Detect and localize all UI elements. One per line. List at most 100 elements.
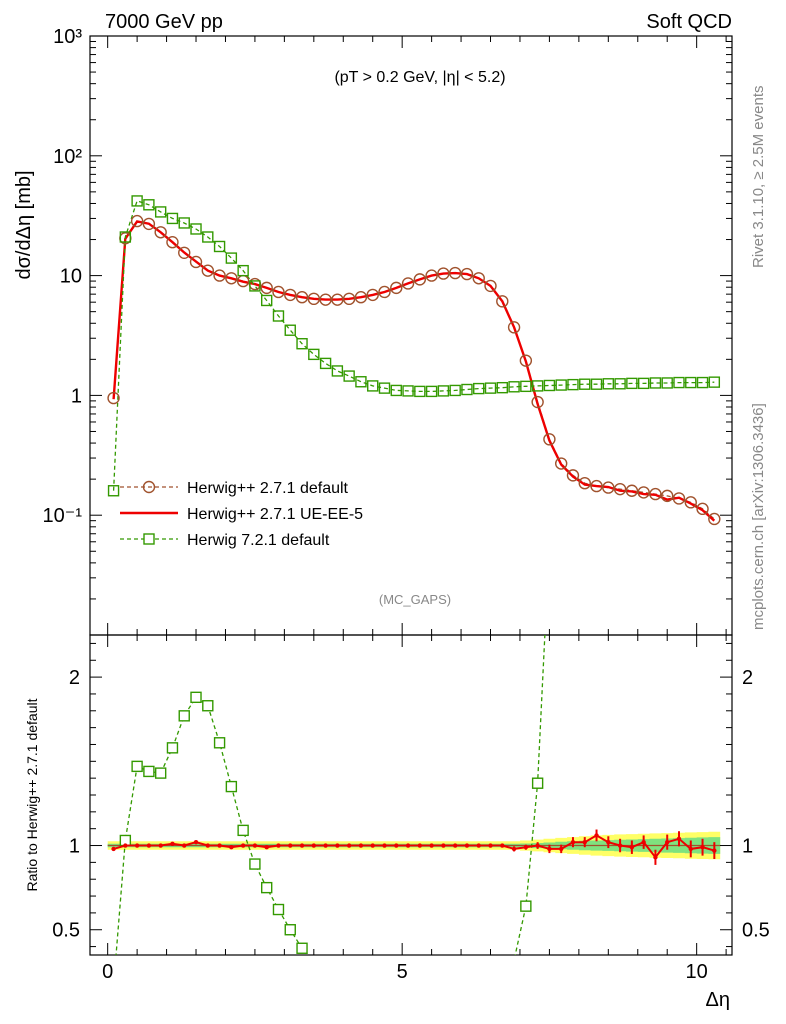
ratio-point-herwig7	[284, 924, 296, 936]
point-herwig-default	[342, 292, 356, 306]
point-herwig-default	[578, 476, 591, 490]
analysis-tag: (MC_GAPS)	[379, 592, 451, 607]
legend-marker-herwig-default	[142, 480, 156, 494]
ratio-point-herwig-ueee5	[429, 843, 434, 848]
ratio-point-herwig-ueee5	[606, 839, 611, 845]
point-herwig7	[437, 385, 450, 397]
cut-label: (pT > 0.2 GeV, |η| < 5.2)	[334, 69, 505, 86]
point-herwig7	[661, 377, 673, 389]
header-right: Soft QCD	[646, 11, 732, 33]
ratio-point-herwig-ueee5	[394, 843, 399, 848]
ratio-point-herwig-ueee5	[182, 843, 187, 848]
legend-label-herwig-ueee5: Herwig++ 2.7.1 UE-EE-5	[187, 506, 363, 523]
point-herwig7	[508, 381, 520, 393]
point-herwig7	[637, 377, 650, 390]
ratio-plot-frame	[89, 634, 733, 956]
point-herwig-default	[437, 267, 450, 280]
mcplots-label: mcplots.cern.ch [arXiv:1306.3436]	[750, 403, 767, 630]
point-herwig7	[272, 310, 285, 322]
ratio-point-herwig-ueee5	[712, 848, 717, 853]
point-herwig-default	[696, 502, 709, 516]
ratio-point-herwig7	[166, 742, 179, 754]
point-herwig7	[520, 380, 532, 393]
ratio-point-herwig7	[213, 737, 226, 749]
ratio-point-herwig-ueee5	[335, 843, 340, 848]
point-herwig7	[260, 294, 273, 307]
ratio-point-herwig7	[272, 903, 285, 916]
header-left: 7000 GeV pp	[105, 11, 223, 33]
point-herwig7	[331, 365, 344, 377]
point-herwig-default	[519, 354, 533, 367]
x-tick-label: 10	[686, 961, 708, 983]
point-herwig7	[390, 384, 402, 397]
ratio-point-herwig-ueee5	[641, 839, 646, 845]
main-ylabel: dσ/dΔη [mb]	[13, 170, 35, 279]
point-herwig7	[708, 376, 721, 388]
legend: Herwig++ 2.7.1 default Herwig++ 2.7.1 UE…	[120, 480, 363, 549]
point-herwig7	[402, 385, 414, 397]
point-herwig7	[378, 382, 391, 394]
ratio-point-herwig-ueee5	[405, 843, 411, 848]
point-herwig-default	[554, 457, 568, 470]
ratio-point-herwig-ueee5	[370, 843, 375, 848]
y-tick-label: 10³	[53, 26, 82, 48]
point-herwig7	[685, 376, 697, 389]
point-herwig-default	[625, 484, 639, 497]
ratio-point-herwig-ueee5	[193, 839, 199, 845]
point-herwig-default	[284, 288, 297, 302]
point-herwig7	[119, 231, 132, 243]
rivet-label: Rivet 3.1.10, ≥ 2.5M events	[750, 86, 767, 269]
point-herwig7	[496, 381, 508, 394]
point-herwig7	[602, 378, 615, 390]
ratio-point-herwig-ueee5	[464, 843, 470, 848]
point-herwig7	[225, 252, 238, 264]
point-herwig-default	[507, 321, 521, 334]
point-herwig-default	[189, 255, 203, 269]
point-herwig7	[696, 376, 709, 389]
ratio-point-herwig-ueee5	[358, 843, 364, 848]
point-herwig7	[296, 338, 308, 350]
point-herwig-default	[613, 482, 627, 496]
ratio-point-herwig-ueee5	[488, 843, 493, 848]
point-herwig-default	[672, 492, 686, 505]
point-herwig7	[213, 240, 226, 253]
ratio-point-herwig-ueee5	[123, 843, 128, 848]
ratio-point-herwig-ueee5	[158, 843, 163, 848]
point-herwig7	[614, 378, 626, 390]
ratio-point-herwig-ueee5	[688, 846, 693, 852]
series-line-herwig7	[112, 200, 715, 491]
legend-label-herwig7: Herwig 7.2.1 default	[187, 532, 330, 549]
ratio-point-herwig-ueee5	[511, 846, 517, 852]
xlabel: Δη	[706, 989, 730, 1011]
point-herwig-default	[331, 293, 344, 306]
ratio-point-herwig-ueee5	[676, 836, 682, 841]
point-herwig-default	[531, 395, 544, 409]
ratio-point-herwig-ueee5	[134, 843, 140, 848]
ratio-point-herwig-ueee5	[288, 843, 293, 848]
point-herwig-default	[472, 272, 485, 285]
ratio-point-herwig-ueee5	[323, 843, 328, 848]
point-herwig7	[319, 357, 332, 370]
point-herwig7	[567, 378, 579, 391]
point-herwig7	[178, 217, 190, 229]
point-herwig-default	[413, 273, 427, 286]
ratio-point-herwig-ueee5	[558, 846, 564, 852]
point-herwig-default	[307, 292, 321, 306]
y-tick-label: 1	[71, 385, 82, 407]
ratio-point-herwig-ueee5	[299, 843, 305, 848]
point-herwig-default	[295, 291, 309, 304]
point-herwig7	[590, 378, 603, 390]
ratio-point-herwig7	[154, 767, 167, 779]
point-herwig7	[626, 377, 638, 390]
point-herwig7	[484, 382, 497, 394]
point-herwig-default	[366, 288, 379, 302]
ratio-point-herwig-ueee5	[346, 843, 352, 848]
ratio-point-herwig-ueee5	[276, 843, 281, 848]
ratio-point-herwig-ueee5	[547, 846, 552, 852]
point-herwig7	[284, 324, 296, 336]
point-herwig7	[143, 199, 155, 211]
point-herwig7	[531, 380, 544, 392]
point-herwig-default	[401, 277, 415, 290]
point-herwig7	[425, 385, 438, 398]
point-herwig-default	[590, 479, 603, 493]
